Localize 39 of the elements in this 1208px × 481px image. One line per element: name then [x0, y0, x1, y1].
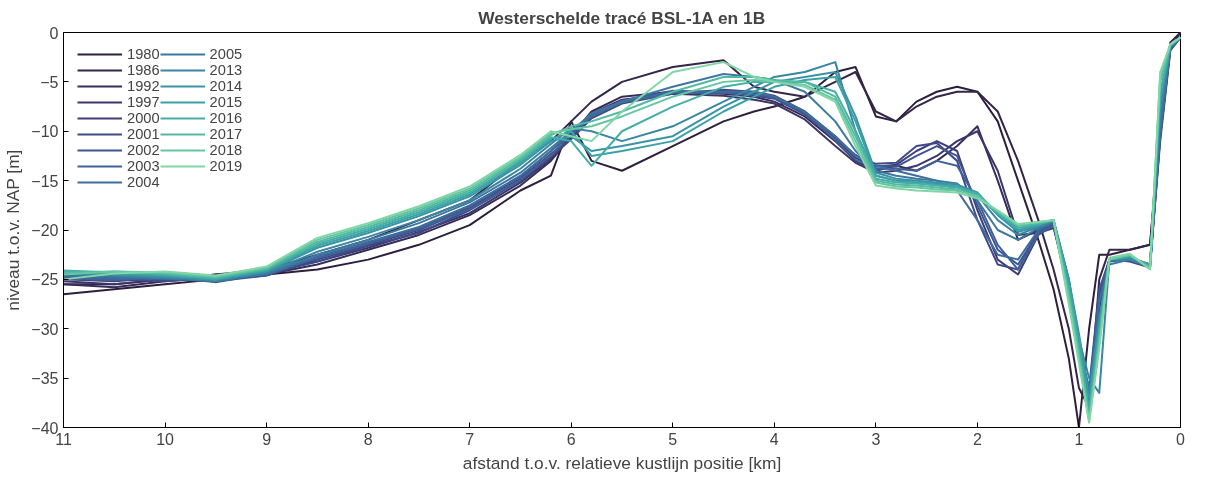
x-tick-label: 8 — [363, 430, 373, 448]
legend-label: 2001 — [127, 126, 160, 142]
x-tick-label: 7 — [465, 430, 475, 448]
x-tick-label: 10 — [156, 430, 175, 448]
legend-label: 2019 — [209, 158, 243, 174]
x-axis-title: afstand t.o.v. relatieve kustlijn positie [km] — [462, 452, 782, 473]
x-tick-label: 2 — [972, 430, 982, 448]
y-tick-label: −25 — [31, 271, 59, 289]
y-tick-label: −5 — [40, 73, 59, 91]
legend-label: 1992 — [127, 78, 160, 94]
y-tick-label: −15 — [31, 172, 59, 190]
legend-label: 2004 — [127, 174, 160, 190]
x-tick-label: 3 — [871, 430, 881, 448]
x-tick-label: 1 — [1074, 430, 1084, 448]
x-tick-label: 0 — [1176, 430, 1186, 448]
y-tick-label: 0 — [49, 24, 59, 42]
legend-label: 1980 — [127, 46, 160, 62]
legend-label: 2000 — [127, 110, 160, 126]
legend-label: 2013 — [209, 62, 243, 78]
legend-label: 1986 — [127, 62, 160, 78]
y-tick-label: −20 — [31, 222, 59, 239]
legend-label: 2016 — [209, 110, 243, 126]
x-tick-label: 4 — [769, 430, 779, 448]
chart-title: Westerschelde tracé BSL-1A en 1B — [478, 7, 766, 28]
y-tick-label: −30 — [31, 320, 59, 338]
legend-label: 1997 — [127, 94, 160, 110]
legend-label: 2002 — [127, 142, 160, 158]
x-tick-label: 9 — [262, 430, 272, 448]
x-tick-label: 6 — [566, 430, 576, 448]
legend-label: 2003 — [127, 158, 160, 174]
legend-label: 2018 — [209, 142, 243, 158]
y-axis-title: niveau t.o.v. NAP [m] — [3, 149, 24, 311]
x-tick-label: 5 — [668, 430, 678, 448]
y-tick-label: −35 — [31, 370, 59, 388]
legend-label: 2005 — [209, 46, 243, 62]
legend-label: 2015 — [209, 94, 243, 110]
y-tick-label: −10 — [31, 123, 59, 141]
legend-label: 2014 — [209, 78, 243, 94]
legend-label: 2017 — [209, 126, 243, 142]
